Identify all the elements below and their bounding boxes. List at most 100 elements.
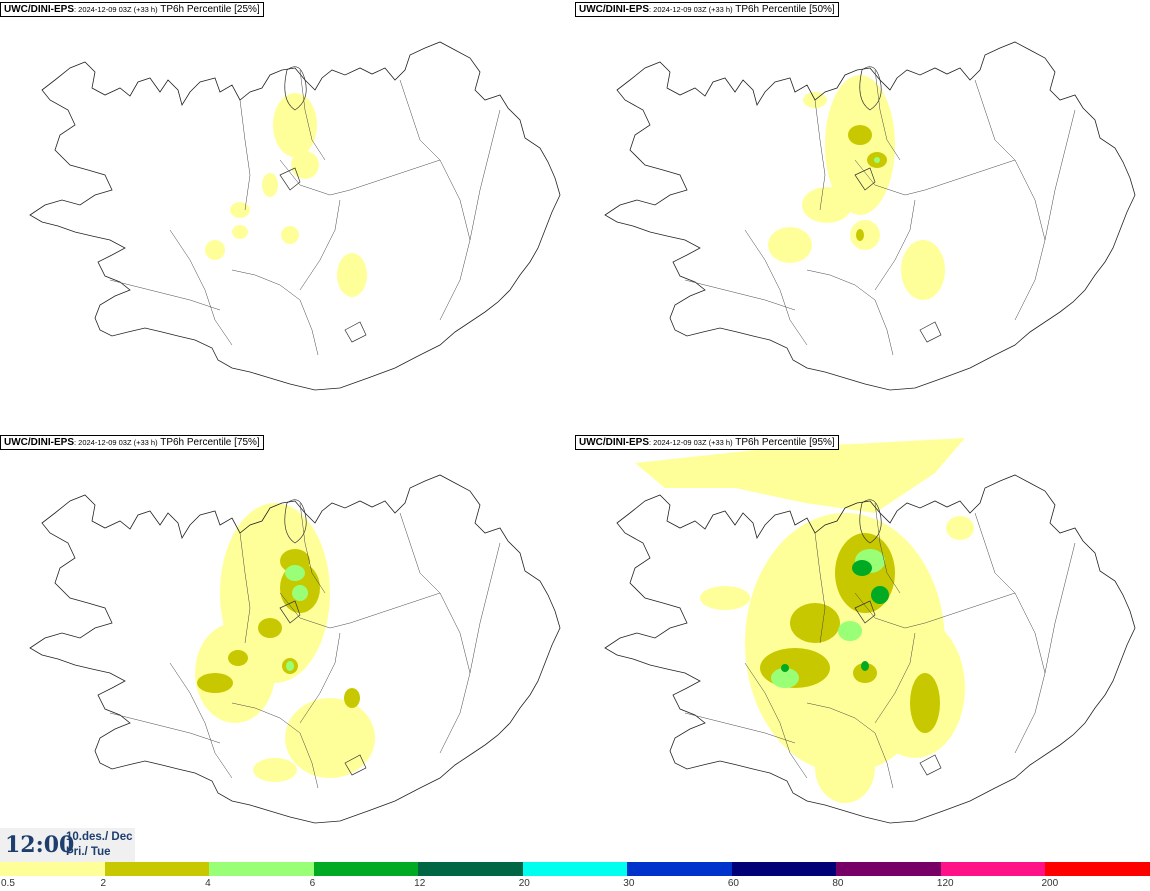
lake-outline	[279, 600, 301, 624]
boundary-line	[1044, 109, 1076, 241]
map-panel-p25: UWC/DINI-EPS: 2024-12-09 03Z (+33 h) TP6…	[0, 0, 575, 433]
precip-area	[344, 688, 360, 708]
legend-label: 4	[205, 878, 211, 889]
boundary-line	[814, 532, 826, 644]
precip-area	[901, 240, 945, 300]
color-legend: 0.5 2 4 6 12 20 30 60 80 120 200	[0, 862, 1150, 891]
precip-area	[281, 226, 299, 244]
legend-swatch	[313, 862, 419, 876]
legend-swatch	[1045, 862, 1150, 876]
precip-area	[195, 623, 275, 723]
precipitation-map	[604, 41, 1136, 391]
precip-area	[861, 661, 869, 671]
lake-outline	[854, 600, 876, 624]
legend-label: 120	[936, 878, 954, 889]
legend-label: 12	[414, 878, 426, 889]
boundary-line	[231, 702, 319, 789]
precip-area	[853, 663, 877, 683]
lake-outline	[279, 167, 301, 191]
boundary-line	[279, 159, 441, 196]
boundary-line	[854, 592, 1016, 629]
boundary-line	[299, 502, 326, 594]
valid-date: 10.des./ Dec	[66, 831, 133, 843]
valid-weekday: Þri./ Tue	[66, 846, 111, 858]
boundary-line	[874, 69, 901, 161]
panel-title: UWC/DINI-EPS: 2024-12-09 03Z (+33 h) TP6…	[575, 435, 839, 450]
precip-area	[771, 668, 799, 688]
boundary-line	[974, 79, 1016, 161]
boundary-line	[806, 269, 894, 356]
boundary-line	[1014, 159, 1046, 321]
boundary-line	[806, 702, 894, 789]
legend-swatch	[940, 862, 1046, 876]
boundary-line	[109, 279, 221, 311]
legend-swatch	[209, 862, 314, 876]
panel-title: UWC/DINI-EPS: 2024-12-09 03Z (+33 h) TP6…	[0, 435, 264, 450]
precip-area	[197, 673, 233, 693]
legend-label: 2	[100, 878, 107, 889]
legend-label: 0.5	[1, 878, 15, 889]
precip-area	[910, 673, 940, 733]
boundary-line	[239, 532, 251, 644]
valid-time: 12:00	[5, 832, 75, 858]
precip-area	[337, 253, 367, 297]
boundary-line	[744, 662, 808, 779]
precipitation-map	[604, 438, 1136, 824]
legend-swatch	[627, 862, 732, 876]
precip-area	[790, 603, 840, 643]
legend-label: 60	[727, 878, 739, 889]
lake-outline	[859, 499, 882, 544]
precip-area	[285, 698, 375, 778]
boundary-line	[169, 229, 233, 346]
precip-area	[230, 202, 250, 218]
coastline	[604, 41, 1136, 391]
lake-outline	[919, 754, 942, 776]
boundary-line	[874, 502, 901, 594]
precip-area	[291, 151, 319, 179]
boundary-line	[874, 199, 916, 291]
boundary-line	[684, 279, 796, 311]
boundary-line	[874, 632, 916, 724]
lake-outline	[344, 754, 367, 776]
legend-swatch	[0, 862, 105, 876]
precip-area	[700, 586, 750, 610]
precip-area	[781, 664, 789, 672]
boundary-line	[744, 229, 808, 346]
legend-swatch	[418, 862, 523, 876]
precip-area	[635, 438, 965, 513]
legend-color-bar	[0, 862, 1150, 876]
boundary-line	[169, 662, 233, 779]
map-panel-p95: UWC/DINI-EPS: 2024-12-09 03Z (+33 h) TP6…	[575, 433, 1150, 866]
boundary-line	[399, 512, 441, 594]
boundary-line	[1044, 542, 1076, 674]
boundary-line	[974, 512, 1016, 594]
legend-swatch	[522, 862, 628, 876]
precip-area	[262, 173, 278, 197]
lake-outline	[284, 66, 307, 111]
precip-area	[802, 187, 852, 223]
precipitation-map	[29, 41, 561, 391]
boundary-line	[231, 269, 319, 356]
precip-area	[258, 618, 282, 638]
coastline	[29, 41, 561, 391]
panel-title: UWC/DINI-EPS: 2024-12-09 03Z (+33 h) TP6…	[0, 2, 264, 17]
legend-label: 6	[309, 878, 316, 889]
precip-area	[852, 560, 872, 576]
precip-area	[273, 93, 317, 157]
precip-area	[848, 125, 872, 145]
legend-label: 30	[623, 878, 635, 889]
precip-area	[285, 565, 305, 581]
boundary-line	[279, 592, 441, 629]
legend-swatch	[731, 862, 837, 876]
precip-area	[850, 220, 880, 250]
valid-time-box: 12:00 10.des./ Dec Þri./ Tue	[0, 828, 135, 862]
precip-area	[205, 240, 225, 260]
legend-label: 80	[832, 878, 844, 889]
legend-label: 200	[1041, 878, 1059, 889]
legend-labels: 0.5 2 4 6 12 20 30 60 80 120 200	[0, 877, 1150, 891]
boundary-line	[469, 542, 501, 674]
boundary-line	[1014, 592, 1046, 754]
precipitation-map	[29, 474, 561, 824]
precip-area	[874, 157, 880, 163]
boundary-line	[439, 592, 471, 754]
